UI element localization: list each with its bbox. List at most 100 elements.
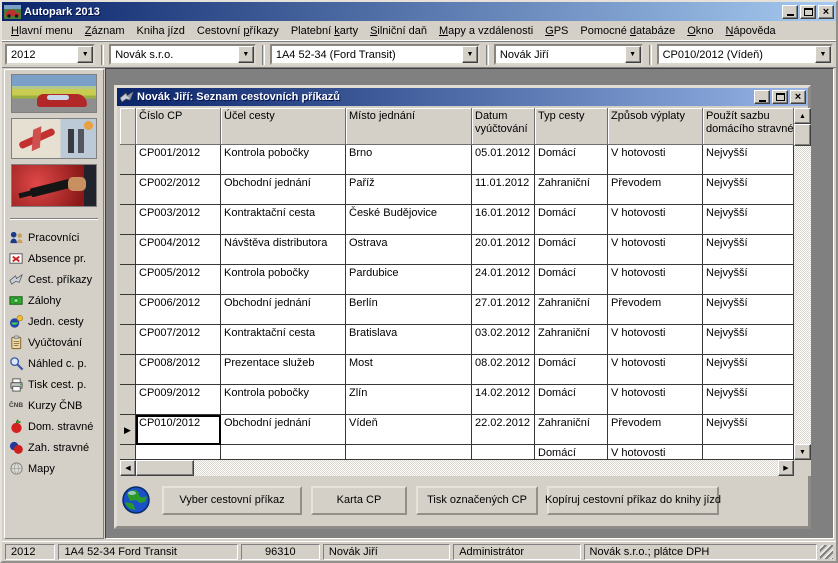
travel-order-combobox[interactable]: CP010/2012 (Vídeň) ▼ (656, 44, 833, 65)
grid-cell[interactable] (703, 445, 794, 460)
grid-cell[interactable]: 05.01.2012 (472, 145, 535, 175)
grid-cell[interactable]: Kontraktační cesta (221, 325, 346, 355)
sidebar-item-jedn-cesty[interactable]: Jedn. cesty (8, 311, 100, 332)
child-maximize-icon[interactable] (772, 90, 788, 104)
horizontal-scrollbar[interactable]: ◀ ▶ (120, 460, 794, 476)
row-selector[interactable] (120, 265, 136, 295)
chevron-down-icon[interactable]: ▼ (237, 46, 254, 63)
grid-cell[interactable]: Domácí (535, 235, 608, 265)
grid-cell[interactable] (472, 445, 535, 460)
column-header-typ-cesty[interactable]: Typ cesty (535, 108, 608, 145)
grid-cell[interactable]: Obchodní jednání (221, 415, 346, 445)
maximize-icon[interactable] (800, 4, 816, 19)
grid-cell[interactable]: Nejvyšší (703, 205, 794, 235)
sidebar-item-pracovnici[interactable]: Pracovníci (8, 227, 100, 248)
chevron-down-icon[interactable]: ▼ (624, 46, 641, 63)
table-row[interactable]: CP003/2012 Kontraktační cesta České Budějo… (120, 205, 794, 235)
grid-cell[interactable]: V hotovosti (608, 355, 703, 385)
menu-item-hlavni-menu[interactable]: Hlavní menu (11, 24, 73, 37)
row-selector[interactable] (120, 205, 136, 235)
grid-cell[interactable]: Nejvyšší (703, 325, 794, 355)
column-header-datum[interactable]: Datum vyúčtování (472, 108, 535, 145)
grid-cell[interactable]: Převodem (608, 415, 703, 445)
grid-cell[interactable]: Domácí (535, 445, 608, 460)
row-selector[interactable] (120, 145, 136, 175)
grid-cell[interactable]: CP010/2012 (136, 415, 221, 445)
child-title-bar[interactable]: Novák Jiří: Seznam cestovních příkazů × (117, 88, 808, 106)
grid-cell[interactable]: Prezentace služeb (221, 355, 346, 385)
horizontal-scroll-thumb[interactable] (136, 460, 194, 476)
title-bar[interactable]: Autopark 2013 × (2, 2, 836, 21)
grid-cell[interactable]: Ostrava (346, 235, 472, 265)
grid-cell[interactable]: České Budějovice (346, 205, 472, 235)
row-selector-arrow-icon[interactable]: ▶ (120, 415, 136, 445)
grid-cell[interactable]: Paříž (346, 175, 472, 205)
vehicle-combobox[interactable]: 1A4 52-34 (Ford Transit) ▼ (269, 44, 480, 65)
grid-cell[interactable]: CP004/2012 (136, 235, 221, 265)
grid-cell[interactable]: Nejvyšší (703, 385, 794, 415)
grid-cell[interactable]: CP001/2012 (136, 145, 221, 175)
column-header-misto-jednani[interactable]: Místo jednání (346, 108, 472, 145)
menu-item-cestovni-prikazy[interactable]: Cestovní příkazy (196, 24, 279, 37)
grid-cell[interactable]: 22.02.2012 (472, 415, 535, 445)
grid-cell[interactable]: CP008/2012 (136, 355, 221, 385)
sidebar-item-mapy[interactable]: Mapy (8, 458, 100, 479)
table-row[interactable]: CP002/2012 Obchodní jednání Paříž 11.01.201… (120, 175, 794, 205)
scroll-right-icon[interactable]: ▶ (778, 460, 794, 476)
grid-cell[interactable]: Převodem (608, 175, 703, 205)
table-row[interactable]: Domácí V hotovosti (120, 445, 794, 460)
grid-cell[interactable]: Nejvyšší (703, 145, 794, 175)
tisk-oznacenych-cp-button[interactable]: Tisk označených CP (416, 485, 538, 515)
row-selector[interactable] (120, 385, 136, 415)
grid-cell[interactable]: Domácí (535, 385, 608, 415)
chevron-down-icon[interactable]: ▼ (814, 46, 831, 63)
grid-cell[interactable]: Domácí (535, 355, 608, 385)
sidebar-item-zalohy[interactable]: Zálohy (8, 290, 100, 311)
grid-cell[interactable]: Domácí (535, 265, 608, 295)
grid-cell[interactable]: V hotovosti (608, 265, 703, 295)
grid-cell[interactable]: Nejvyšší (703, 265, 794, 295)
row-selector[interactable] (120, 325, 136, 355)
grid-cell[interactable]: CP006/2012 (136, 295, 221, 325)
grid-cell[interactable]: 14.02.2012 (472, 385, 535, 415)
employee-combobox[interactable]: Novák Jiří ▼ (493, 44, 643, 65)
grid-cell[interactable]: Návštěva distributora (221, 235, 346, 265)
menu-item-platebni-karty[interactable]: Platební karty (290, 24, 359, 37)
close-icon[interactable]: × (818, 4, 834, 19)
row-selector[interactable] (120, 235, 136, 265)
grid-cell[interactable]: Nejvyšší (703, 415, 794, 445)
column-header-zpusob-vyplaty[interactable]: Způsob výplaty (608, 108, 703, 145)
grid-cell[interactable]: CP009/2012 (136, 385, 221, 415)
table-row[interactable]: CP007/2012 Kontraktační cesta Bratislava 03… (120, 325, 794, 355)
table-row[interactable]: CP006/2012 Obchodní jednání Berlín 27.01.20… (120, 295, 794, 325)
grid-cell[interactable]: Kontraktační cesta (221, 205, 346, 235)
grid-cell[interactable]: CP003/2012 (136, 205, 221, 235)
vertical-scroll-thumb[interactable] (794, 124, 811, 146)
grid-cell[interactable]: Nejvyšší (703, 175, 794, 205)
grid-cell[interactable]: Kontrola pobočky (221, 145, 346, 175)
grid-cell[interactable]: Domácí (535, 145, 608, 175)
grid-cell[interactable] (346, 445, 472, 460)
row-selector[interactable] (120, 445, 136, 460)
grid-cell[interactable]: Zahraniční (535, 415, 608, 445)
company-combobox[interactable]: Novák s.r.o. ▼ (109, 44, 256, 65)
grid-cell[interactable]: Most (346, 355, 472, 385)
grid-cell[interactable]: Berlín (346, 295, 472, 325)
menu-item-silnicni-dan[interactable]: Silniční daň (370, 24, 427, 37)
table-row[interactable]: CP009/2012 Kontrola pobočky Zlín 14.02.2012… (120, 385, 794, 415)
row-selector[interactable] (120, 175, 136, 205)
table-row[interactable]: CP005/2012 Kontrola pobočky Pardubice 24.01… (120, 265, 794, 295)
menu-item-okno[interactable]: Okno (687, 24, 714, 37)
column-header-ucel-cesty[interactable]: Účel cesty (221, 108, 346, 145)
grid-cell[interactable]: 11.01.2012 (472, 175, 535, 205)
grid-cell[interactable]: 16.01.2012 (472, 205, 535, 235)
grid-cell[interactable]: Zahraniční (535, 325, 608, 355)
menu-item-mapy-a-vzdalenosti[interactable]: Mapy a vzdálenosti (438, 24, 534, 37)
chevron-down-icon[interactable]: ▼ (77, 46, 94, 63)
sidebar-item-vyuctovani[interactable]: Vyúčtování (8, 332, 100, 353)
kopiruj-cestovni-prikaz-do-knihy-jizd-button[interactable]: Kopíruj cestovní příkaz do knihy jízd (545, 485, 721, 515)
child-minimize-icon[interactable] (754, 90, 770, 104)
grid-cell[interactable]: Nejvyšší (703, 295, 794, 325)
grid-cell[interactable]: Pardubice (346, 265, 472, 295)
table-row[interactable]: CP008/2012 Prezentace služeb Most 08.02.201… (120, 355, 794, 385)
